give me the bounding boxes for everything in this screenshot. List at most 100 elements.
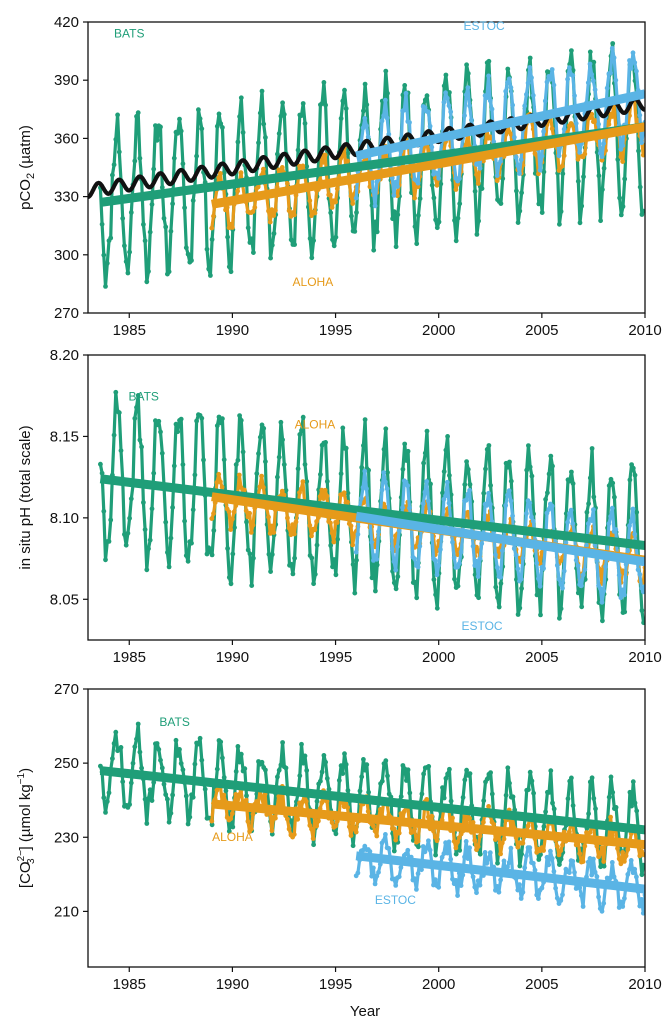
series-bats-point xyxy=(462,777,468,783)
x-tick-label: 2000 xyxy=(422,976,455,993)
series-estoc-point xyxy=(573,557,579,563)
series-bats-point xyxy=(180,161,186,167)
series-estoc-point xyxy=(415,564,421,570)
series-bats-point xyxy=(139,765,145,771)
series-aloha-point xyxy=(219,484,225,490)
series-estoc-point xyxy=(510,513,515,519)
series-estoc-point xyxy=(436,563,442,568)
series-estoc-point xyxy=(639,140,644,146)
series-bats-point xyxy=(175,429,181,435)
series-estoc-point xyxy=(579,583,584,589)
series-bats-point xyxy=(311,581,316,587)
series-aloha-point xyxy=(230,516,235,522)
series-estoc-point xyxy=(405,483,411,489)
series-aloha-point xyxy=(592,118,598,123)
series-estoc-point xyxy=(530,518,536,524)
series-estoc-point xyxy=(620,904,626,909)
series-bats-point xyxy=(220,416,225,422)
series-bats-point xyxy=(165,796,170,802)
series-bats-point xyxy=(383,758,389,764)
series-estoc-point xyxy=(599,908,605,914)
series-bats-point xyxy=(221,170,227,176)
series-bats-point xyxy=(489,791,495,797)
series-bats-point xyxy=(345,788,351,793)
series-estoc-point xyxy=(444,850,450,856)
series-estoc-point xyxy=(353,549,359,555)
series-estoc-point xyxy=(551,869,557,874)
series-bats-point xyxy=(300,414,306,420)
series-bats-point xyxy=(421,460,426,466)
series-estoc-point xyxy=(592,869,598,875)
y-tick-label: 360 xyxy=(54,130,79,147)
series-bats-point xyxy=(314,542,320,548)
series-bats-point xyxy=(381,446,387,452)
series-estoc-point xyxy=(529,514,534,520)
series-estoc-point xyxy=(503,88,509,94)
series-bats-point xyxy=(149,202,155,207)
series-bats-point xyxy=(197,735,203,741)
series-estoc-point xyxy=(371,865,376,871)
series-estoc-point xyxy=(632,866,638,872)
series-bats-point xyxy=(405,448,411,454)
pco2-y-axis-title: pCO2 (µatm) xyxy=(17,125,37,210)
series-bats-point xyxy=(256,140,261,146)
x-tick-label: 1990 xyxy=(216,322,249,339)
series-bats-point xyxy=(514,188,519,194)
series-aloha-point xyxy=(377,807,383,812)
series-estoc-point xyxy=(381,838,387,843)
series-bats-point xyxy=(311,842,316,848)
series-estoc-point xyxy=(427,847,433,853)
series-bats-point xyxy=(300,101,306,106)
series-estoc-point xyxy=(400,505,405,510)
series-bats-point xyxy=(135,110,141,116)
series-bats-point xyxy=(326,786,332,792)
series-bats-point xyxy=(113,729,119,735)
series-aloha-point xyxy=(307,198,313,204)
series-bats-point xyxy=(134,405,139,410)
series-estoc-point xyxy=(419,867,424,873)
series-estoc-point xyxy=(362,468,368,474)
series-estoc-point xyxy=(486,73,491,79)
series-aloha-point xyxy=(324,493,330,499)
series-estoc-point xyxy=(355,531,361,537)
series-aloha-point xyxy=(322,152,328,158)
series-bats-point xyxy=(417,196,423,202)
series-estoc-point xyxy=(639,897,644,902)
series-bats-point xyxy=(584,509,590,515)
series-bats-point xyxy=(426,764,432,769)
series-aloha-point xyxy=(250,522,256,528)
series-estoc-point xyxy=(625,872,631,877)
series-bats-point xyxy=(587,475,593,481)
series-estoc-point xyxy=(460,872,466,878)
series-estoc-point xyxy=(508,498,514,504)
series-bats-point xyxy=(557,615,562,621)
series-estoc-point xyxy=(453,878,459,883)
series-bats-point xyxy=(560,171,566,177)
series-bats-point xyxy=(453,851,459,857)
series-estoc-point xyxy=(558,582,564,587)
series-estoc-point xyxy=(364,486,369,492)
series-estoc-point xyxy=(603,564,608,570)
series-bats-point xyxy=(251,555,256,561)
series-bats-point xyxy=(309,555,315,561)
series-bats-point xyxy=(182,518,188,524)
series-aloha-point xyxy=(539,550,545,555)
series-bats-point xyxy=(361,108,366,114)
series-bats-point xyxy=(627,477,633,483)
series-aloha-point xyxy=(324,798,330,804)
ph-plot-area xyxy=(98,389,645,626)
series-aloha-point xyxy=(255,184,261,190)
series-estoc-point xyxy=(518,896,524,901)
series-bats-point xyxy=(149,798,155,803)
series-bats-point xyxy=(641,862,645,868)
series-bats-point xyxy=(452,576,457,582)
series-estoc-point xyxy=(517,171,522,176)
series-aloha-point xyxy=(499,840,505,846)
series-estoc-point xyxy=(580,904,586,909)
series-aloha-point xyxy=(269,523,275,529)
series-bats-point xyxy=(168,810,174,816)
series-bats-point xyxy=(472,188,478,194)
series-bats-point xyxy=(385,773,390,779)
series-bats-point xyxy=(558,606,564,612)
series-bats-point xyxy=(486,58,492,64)
